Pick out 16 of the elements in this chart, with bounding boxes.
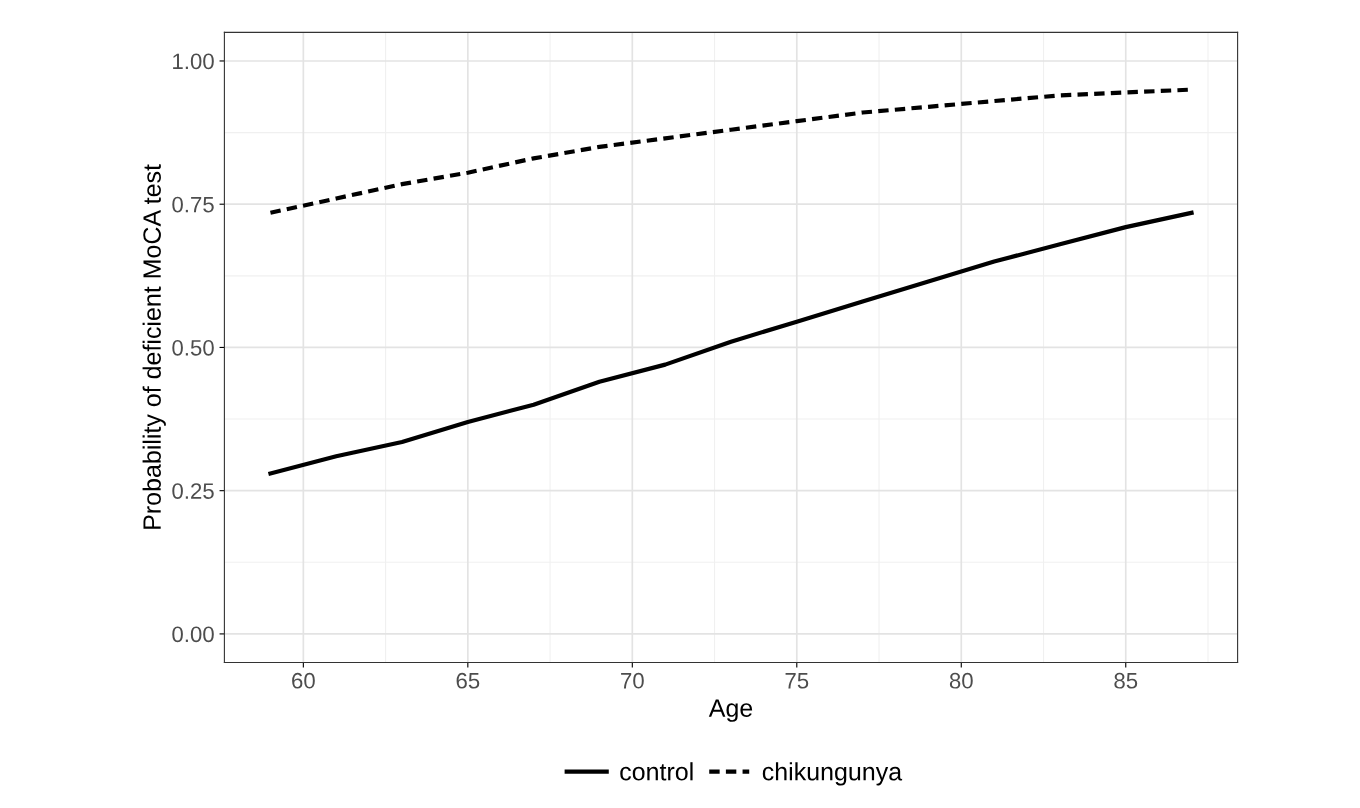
x-tick-label: 60	[292, 672, 315, 689]
legend-label: control	[620, 762, 693, 781]
x-tick-label: 80	[949, 672, 973, 689]
x-tick-label: 70	[621, 672, 644, 689]
y-tick-label: 0.50	[172, 339, 214, 356]
y-tick-label: 1.00	[173, 53, 214, 70]
y-tick-label: 0.75	[172, 196, 214, 213]
x-axis-title: Age	[708, 699, 753, 722]
line-series	[268, 210, 1194, 476]
y-axis-title: Probability of deficient MoCA test	[142, 164, 166, 529]
y-tick-label: 0.25	[172, 483, 214, 499]
legend-label: chikungunya	[762, 762, 903, 786]
x-tick-label: 85	[1114, 672, 1138, 689]
x-tick-label: 65	[456, 672, 480, 689]
y-tick-label: 0.00	[172, 626, 214, 643]
x-tick-label: 75	[785, 673, 809, 689]
